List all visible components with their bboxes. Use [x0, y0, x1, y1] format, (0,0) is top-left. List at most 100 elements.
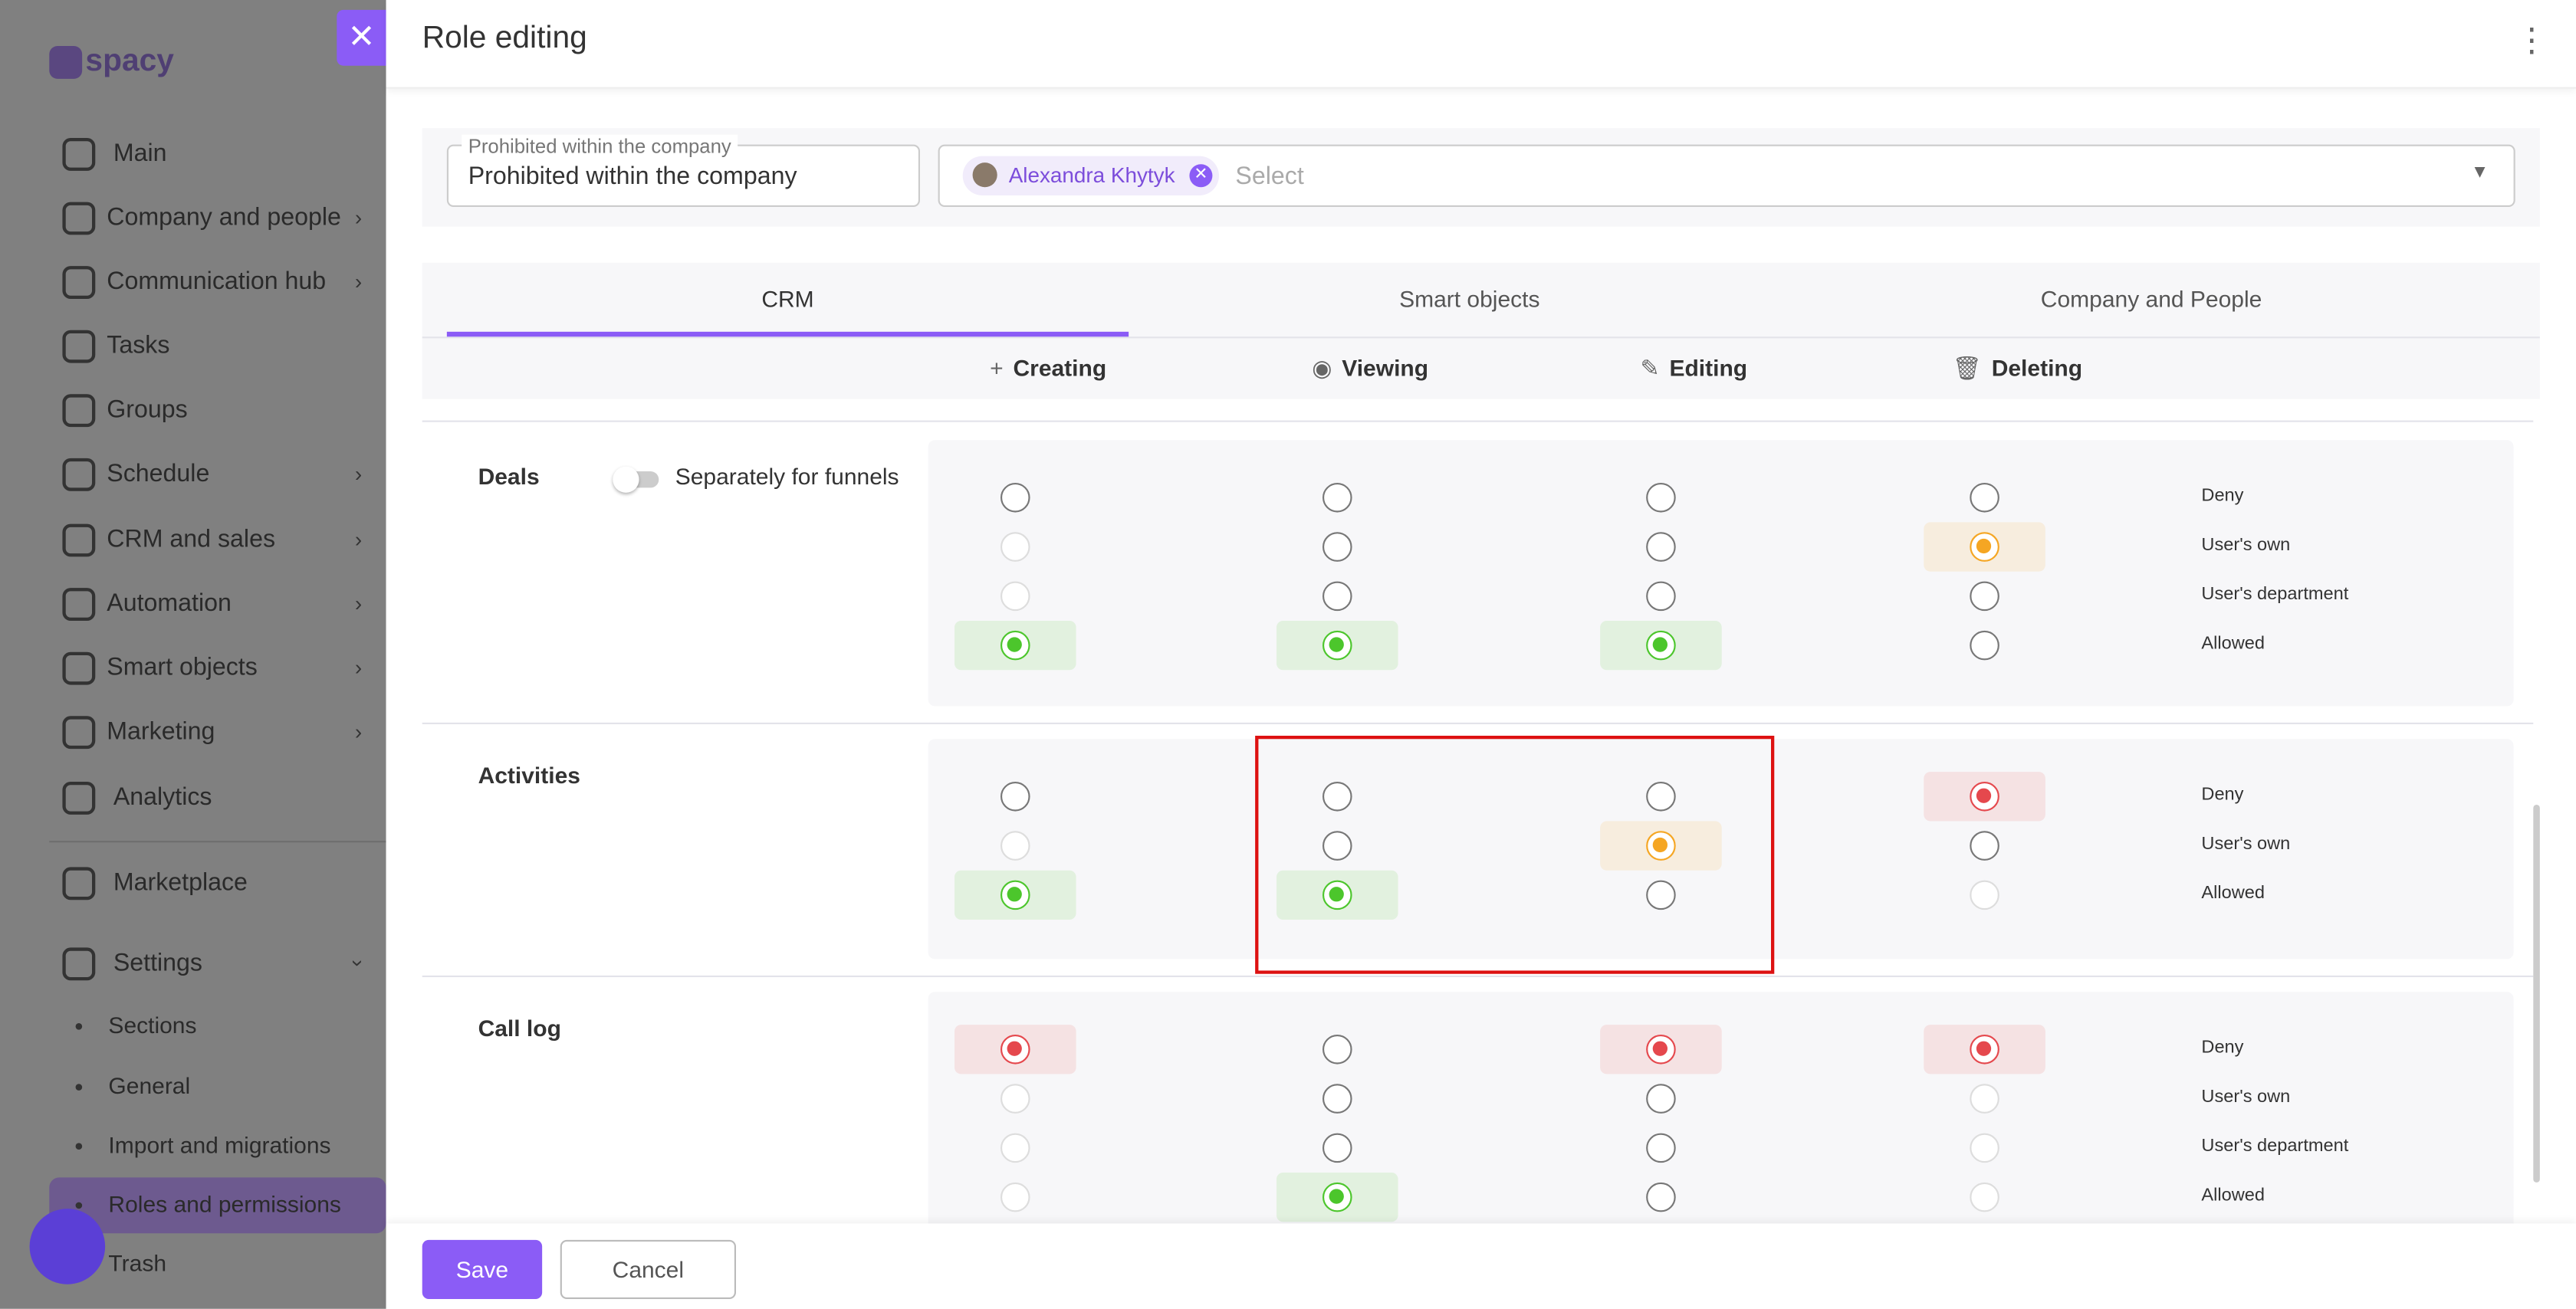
radio[interactable] — [1322, 1084, 1352, 1114]
level-label: Deny — [2201, 1038, 2244, 1058]
radio[interactable] — [1646, 831, 1676, 861]
nav-subitem[interactable]: Sections — [108, 1012, 197, 1038]
scope-field[interactable]: Prohibited within the company Prohibited… — [446, 134, 920, 207]
radio[interactable] — [1322, 630, 1352, 661]
radio[interactable] — [1646, 1182, 1676, 1212]
nav-item[interactable]: Company and people — [107, 203, 341, 232]
action-label: Creating — [1013, 354, 1107, 382]
logo-mark — [49, 46, 83, 79]
radio — [1001, 1133, 1030, 1163]
toggle[interactable] — [613, 466, 659, 493]
footer: Save Cancel — [386, 1223, 2576, 1309]
nav-item[interactable]: Analytics — [113, 783, 212, 812]
radio[interactable] — [1001, 483, 1030, 513]
level-label: Allowed — [2201, 634, 2265, 654]
radio[interactable] — [1646, 1133, 1676, 1163]
radio[interactable] — [1646, 781, 1676, 812]
logo: spacy — [85, 44, 174, 79]
modal: Role editing ⋮ Prohibited within the com… — [386, 0, 2576, 1309]
bullet — [75, 1023, 83, 1030]
nav-subitem[interactable]: Import and migrations — [108, 1131, 331, 1158]
nav-item[interactable]: Marketplace — [113, 868, 248, 897]
tab[interactable]: Smart objects — [1129, 263, 1810, 336]
radio — [1970, 1133, 1999, 1163]
nav-item[interactable]: Communication hub — [107, 267, 327, 296]
section-name: Activities — [478, 762, 580, 789]
nav-item[interactable]: Groups — [107, 395, 188, 424]
radio[interactable] — [1646, 630, 1676, 661]
radio — [1001, 532, 1030, 562]
nav-item[interactable]: Automation — [107, 589, 232, 618]
radio — [1970, 1182, 1999, 1212]
bullet — [75, 1202, 83, 1209]
radio[interactable] — [1970, 630, 1999, 661]
nav-item[interactable]: CRM and sales — [107, 525, 276, 554]
radio — [1970, 1084, 1999, 1114]
radio — [1001, 831, 1030, 861]
radio[interactable] — [1322, 1133, 1352, 1163]
tab[interactable]: Company and People — [1810, 263, 2492, 336]
level-label: Deny — [2201, 785, 2244, 805]
radio[interactable] — [1970, 831, 1999, 861]
radio[interactable] — [1646, 1035, 1676, 1065]
radio[interactable] — [1322, 532, 1352, 562]
radio[interactable] — [1970, 532, 1999, 562]
user-select[interactable]: Alexandra Khytyk ✕ Select ▼ — [938, 144, 2515, 207]
radio[interactable] — [1322, 831, 1352, 861]
nav-item[interactable]: Schedule — [107, 460, 210, 488]
radio[interactable] — [1322, 581, 1352, 612]
nav-item[interactable]: Smart objects — [107, 653, 258, 682]
tabs: CRM Smart objects Company and People — [422, 262, 2540, 339]
action-icon: + — [990, 354, 1004, 382]
radio[interactable] — [1322, 1035, 1352, 1065]
nav-icon — [62, 202, 96, 235]
action-label: Editing — [1669, 354, 1748, 382]
radio[interactable] — [1001, 880, 1030, 910]
tab-label: Company and People — [2040, 285, 2262, 313]
section-panel — [928, 992, 2514, 1258]
radio[interactable] — [1646, 581, 1676, 612]
radio[interactable] — [1322, 1182, 1352, 1212]
nav-icon — [62, 947, 96, 981]
section-divider — [422, 420, 2534, 422]
radio[interactable] — [1970, 1035, 1999, 1065]
chat-launcher[interactable] — [29, 1209, 106, 1284]
nav-item[interactable]: Settings — [113, 949, 203, 977]
nav-subitem[interactable]: Trash — [108, 1249, 167, 1276]
action-header: + Creating — [884, 338, 1213, 399]
select-placeholder: Select — [1235, 162, 1304, 191]
toggle-label: Separately for funnels — [675, 463, 899, 490]
radio[interactable] — [1646, 532, 1676, 562]
radio[interactable] — [1001, 781, 1030, 812]
radio[interactable] — [1970, 581, 1999, 612]
level-label: User's own — [2201, 834, 2291, 855]
level-label: Allowed — [2201, 883, 2265, 904]
nav-item[interactable]: Marketing — [107, 717, 215, 746]
cancel-button[interactable]: Cancel — [560, 1239, 736, 1299]
close-button[interactable]: ✕ — [337, 9, 386, 66]
radio[interactable] — [1970, 483, 1999, 513]
radio[interactable] — [1646, 1084, 1676, 1114]
radio[interactable] — [1001, 1035, 1030, 1065]
level-label: User's own — [2201, 535, 2291, 556]
level-label: User's own — [2201, 1087, 2291, 1107]
radio[interactable] — [1646, 483, 1676, 513]
radio[interactable] — [1970, 781, 1999, 812]
nav-subitem[interactable]: Roles and permissions — [108, 1190, 341, 1217]
radio[interactable] — [1322, 483, 1352, 513]
nav-subitem[interactable]: General — [108, 1072, 191, 1099]
level-label: Allowed — [2201, 1186, 2265, 1206]
tab[interactable]: CRM — [446, 263, 1129, 337]
nav-item[interactable]: Main — [113, 139, 167, 168]
dropdown-arrow: ▼ — [2470, 162, 2489, 182]
action-icon: ✎ — [1640, 354, 1660, 382]
more-menu[interactable]: ⋮ — [2515, 23, 2548, 60]
radio[interactable] — [1001, 630, 1030, 661]
radio[interactable] — [1646, 880, 1676, 910]
save-button[interactable]: Save — [422, 1239, 543, 1299]
highlight-box — [1255, 736, 1775, 974]
chip-remove[interactable]: ✕ — [1189, 164, 1213, 188]
radio[interactable] — [1322, 781, 1352, 812]
nav-item[interactable]: Tasks — [107, 331, 170, 360]
radio[interactable] — [1322, 880, 1352, 910]
